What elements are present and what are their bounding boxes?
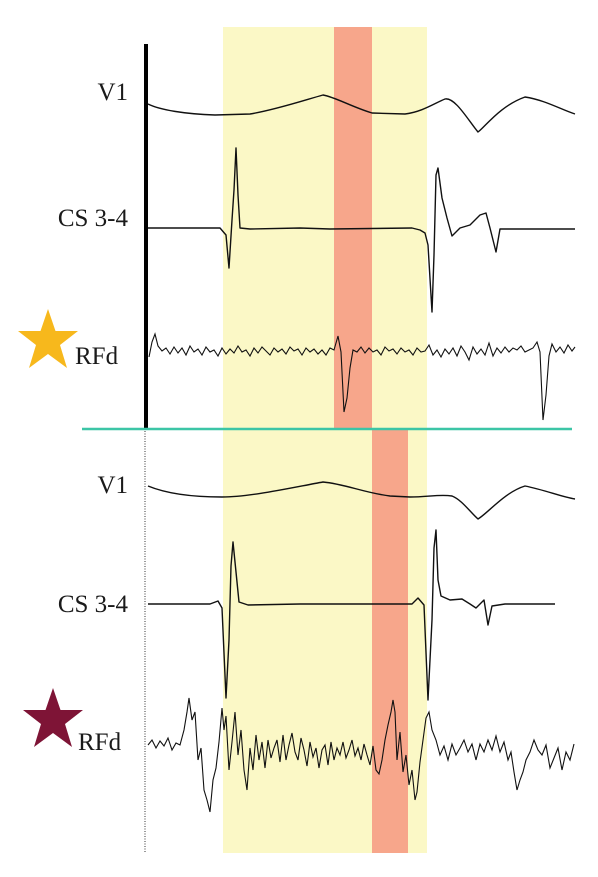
star-icon (18, 309, 78, 368)
top-panel-reference-line (144, 44, 148, 429)
activation-highlight-bottom (372, 430, 408, 853)
bottom-cs34-label: CS 3-4 (58, 591, 129, 618)
top-rfd-label: RFd (75, 343, 119, 370)
top-cs34-trace (148, 147, 575, 313)
bottom-rfd-label: RFd (78, 729, 122, 756)
bottom-v1-label: V1 (97, 472, 128, 499)
top-v1-trace (147, 94, 576, 133)
bottom-v1-trace (147, 481, 576, 520)
top-cs34-label: CS 3-4 (58, 205, 129, 232)
top-rfd-trace (148, 332, 576, 421)
bottom-rfd-trace (147, 697, 575, 813)
star-icon (23, 688, 83, 747)
bottom-cs34-trace (148, 529, 555, 701)
top-v1-label: V1 (97, 79, 128, 106)
